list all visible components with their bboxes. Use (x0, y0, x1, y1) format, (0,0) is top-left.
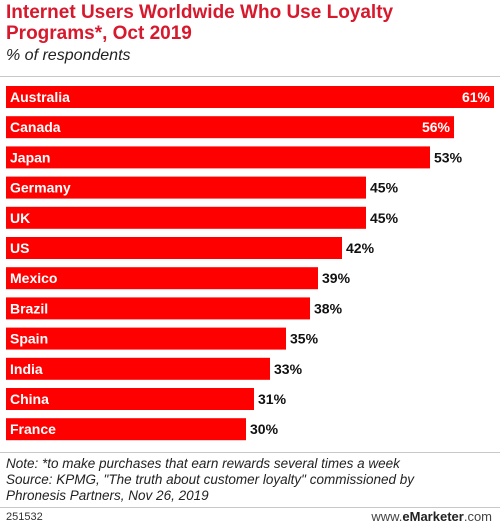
value-label-spain: 35% (290, 331, 319, 347)
source-text-line1: Source: KPMG, "The truth about customer … (6, 472, 414, 487)
footer-divider (0, 507, 500, 508)
bar-india (6, 357, 270, 380)
bar-japan (6, 146, 430, 169)
category-label-brazil: Brazil (10, 300, 48, 316)
value-label-us: 42% (346, 240, 375, 256)
category-label-uk: UK (10, 210, 30, 226)
notes-divider (0, 452, 500, 453)
bar-chart: Australia 61% Canada 56% Japan 53% Germany 45% U… (6, 86, 494, 441)
category-label-us: US (10, 240, 29, 256)
bar-us (6, 237, 342, 259)
bar-australia (6, 86, 494, 108)
value-label-australia: 61% (462, 89, 491, 105)
chart-title: Internet Users Worldwide Who Use Loyalty… (6, 2, 394, 44)
bar-brazil (6, 297, 310, 320)
top-divider (0, 76, 500, 77)
note-text: Note: *to make purchases that earn rewar… (6, 456, 400, 471)
value-label-mexico: 39% (322, 270, 351, 286)
value-label-brazil: 38% (314, 300, 343, 316)
bar-france (6, 418, 246, 441)
bar-canada (6, 116, 454, 139)
chart-id: 251532 (6, 511, 43, 523)
value-label-germany: 45% (370, 180, 399, 196)
footnote: Note: *to make purchases that earn rewar… (6, 456, 494, 504)
category-label-germany: Germany (10, 180, 71, 196)
bar-spain (6, 327, 286, 350)
chart-subtitle: % of respondents (6, 47, 131, 64)
value-label-japan: 53% (434, 149, 463, 165)
category-label-france: France (10, 421, 56, 437)
value-label-canada: 56% (422, 119, 451, 135)
value-label-china: 31% (258, 391, 287, 407)
category-label-china: China (10, 391, 49, 407)
category-label-canada: Canada (10, 119, 61, 135)
value-label-france: 30% (250, 421, 279, 437)
source-text-line2: Phronesis Partners, Nov 26, 2019 (6, 488, 209, 503)
brand-name: eMarketer (402, 509, 464, 524)
category-label-mexico: Mexico (10, 270, 57, 286)
bar-uk (6, 206, 366, 229)
bar-germany (6, 176, 366, 199)
value-label-uk: 45% (370, 210, 399, 226)
brand-prefix: www. (371, 509, 403, 524)
category-label-japan: Japan (10, 149, 50, 165)
brand-logo: www.eMarketer.com (371, 509, 492, 524)
category-label-australia: Australia (10, 89, 70, 105)
bar-china (6, 388, 254, 410)
value-label-india: 33% (274, 361, 303, 377)
bar-mexico (6, 267, 318, 290)
brand-suffix: .com (463, 509, 492, 524)
category-label-spain: Spain (10, 331, 48, 347)
category-label-india: India (10, 361, 43, 377)
